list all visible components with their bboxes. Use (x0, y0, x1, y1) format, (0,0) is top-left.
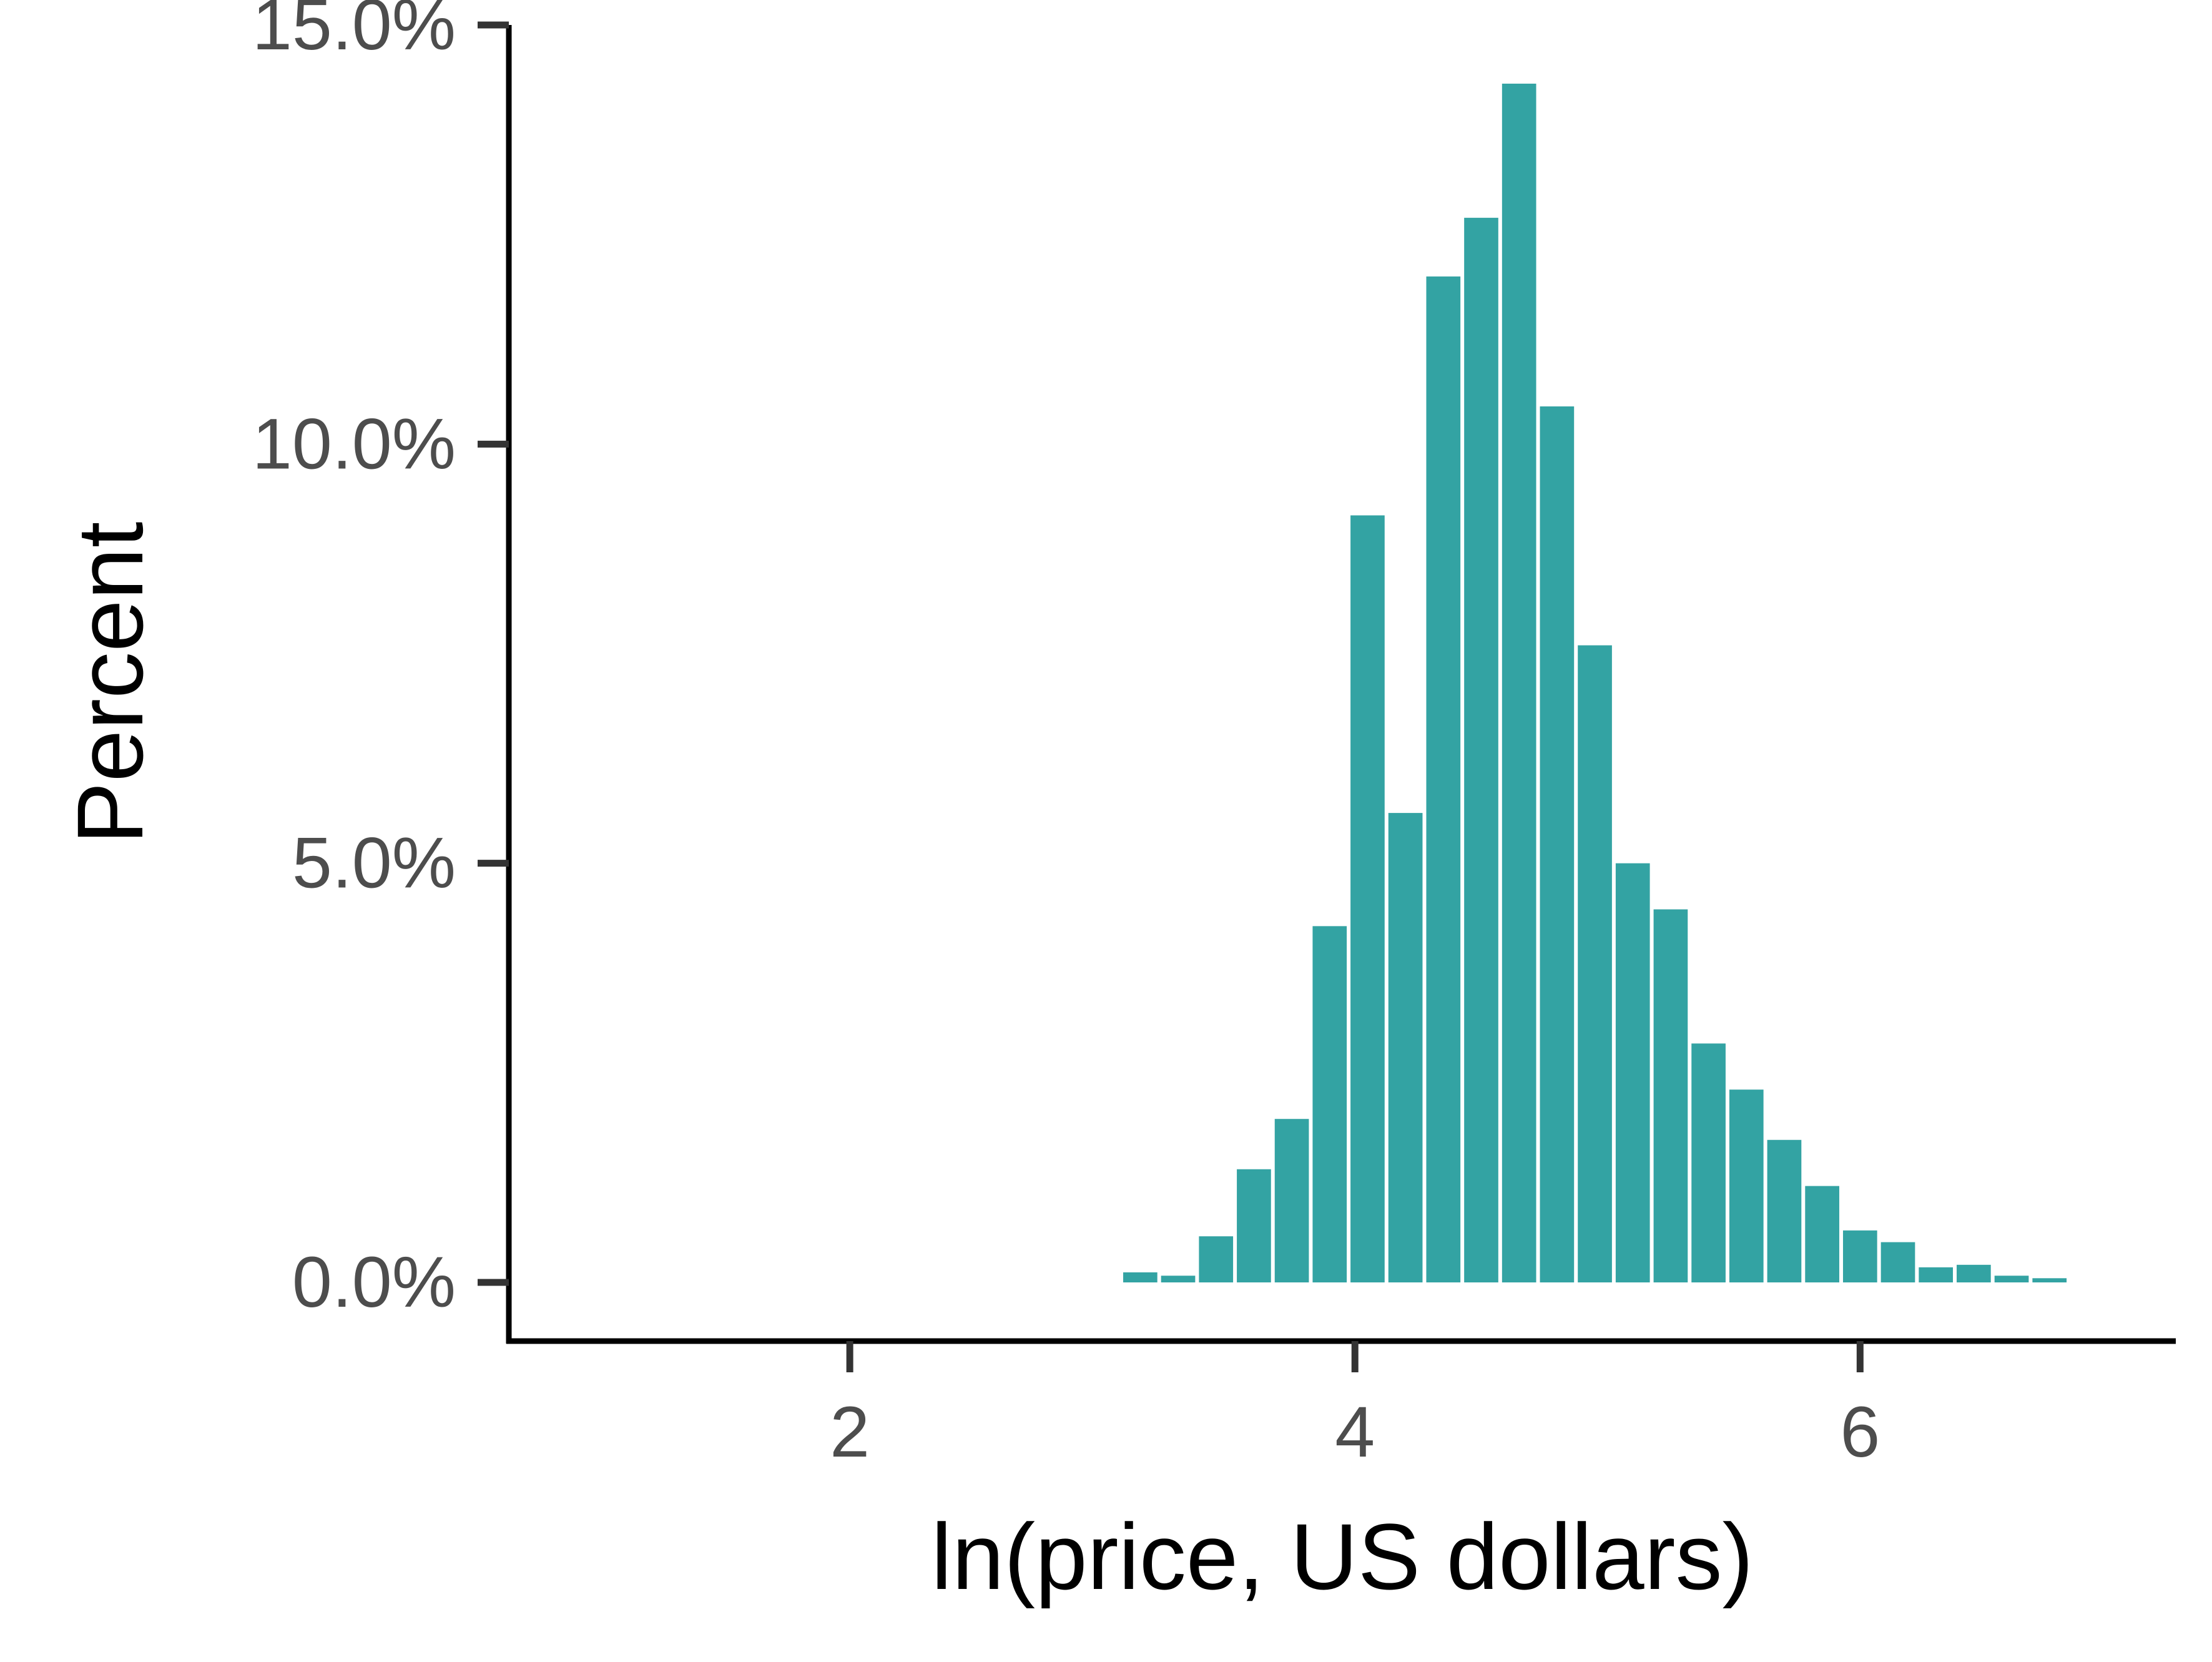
x-axis-title: ln(price, US dollars) (931, 1504, 1753, 1609)
x-tick-label: 2 (830, 1392, 870, 1472)
histogram-bar (1957, 1264, 1991, 1283)
y-tick-label: 15.0% (252, 0, 456, 65)
histogram-bar (1691, 1043, 1726, 1283)
y-axis-title: Percent (57, 522, 162, 845)
histogram-bar (1199, 1236, 1234, 1283)
x-tick-label: 6 (1840, 1392, 1880, 1472)
histogram-bar (1615, 863, 1650, 1283)
histogram-bar (1464, 217, 1498, 1283)
histogram-bar (1578, 645, 1612, 1283)
y-tick-label: 10.0% (252, 404, 456, 484)
histogram-bar (1502, 83, 1536, 1283)
histogram-bar (1729, 1089, 1764, 1283)
histogram-bar (1994, 1276, 2029, 1283)
histogram-bar (1880, 1242, 1915, 1283)
y-tick-label: 0.0% (292, 1242, 456, 1322)
x-tick-label: 4 (1335, 1392, 1375, 1472)
histogram-bar (1161, 1276, 1196, 1283)
histogram-bar (1312, 926, 1347, 1283)
histogram-bar (1805, 1186, 1839, 1283)
histogram-bar (1350, 515, 1385, 1283)
histogram-bar (1919, 1267, 1954, 1283)
bars-layer (1123, 83, 2067, 1283)
axes-layer (478, 21, 2176, 1372)
histogram-bar (1540, 406, 1575, 1283)
histogram-bar (1274, 1119, 1309, 1283)
histogram-bar (1426, 276, 1461, 1283)
histogram-bar (1123, 1272, 1158, 1283)
histogram-bar (1388, 813, 1423, 1283)
labels-layer: 0.0% 5.0% 10.0% 15.0% 2 4 6 ln(price, US dollar… (57, 0, 1880, 1609)
histogram-bar (1842, 1230, 1877, 1283)
histogram-bar (2032, 1278, 2067, 1283)
histogram-bar (1767, 1139, 1802, 1283)
y-tick-label: 5.0% (292, 824, 456, 903)
histogram-bar (1237, 1169, 1271, 1283)
histogram-bar (1653, 909, 1688, 1283)
